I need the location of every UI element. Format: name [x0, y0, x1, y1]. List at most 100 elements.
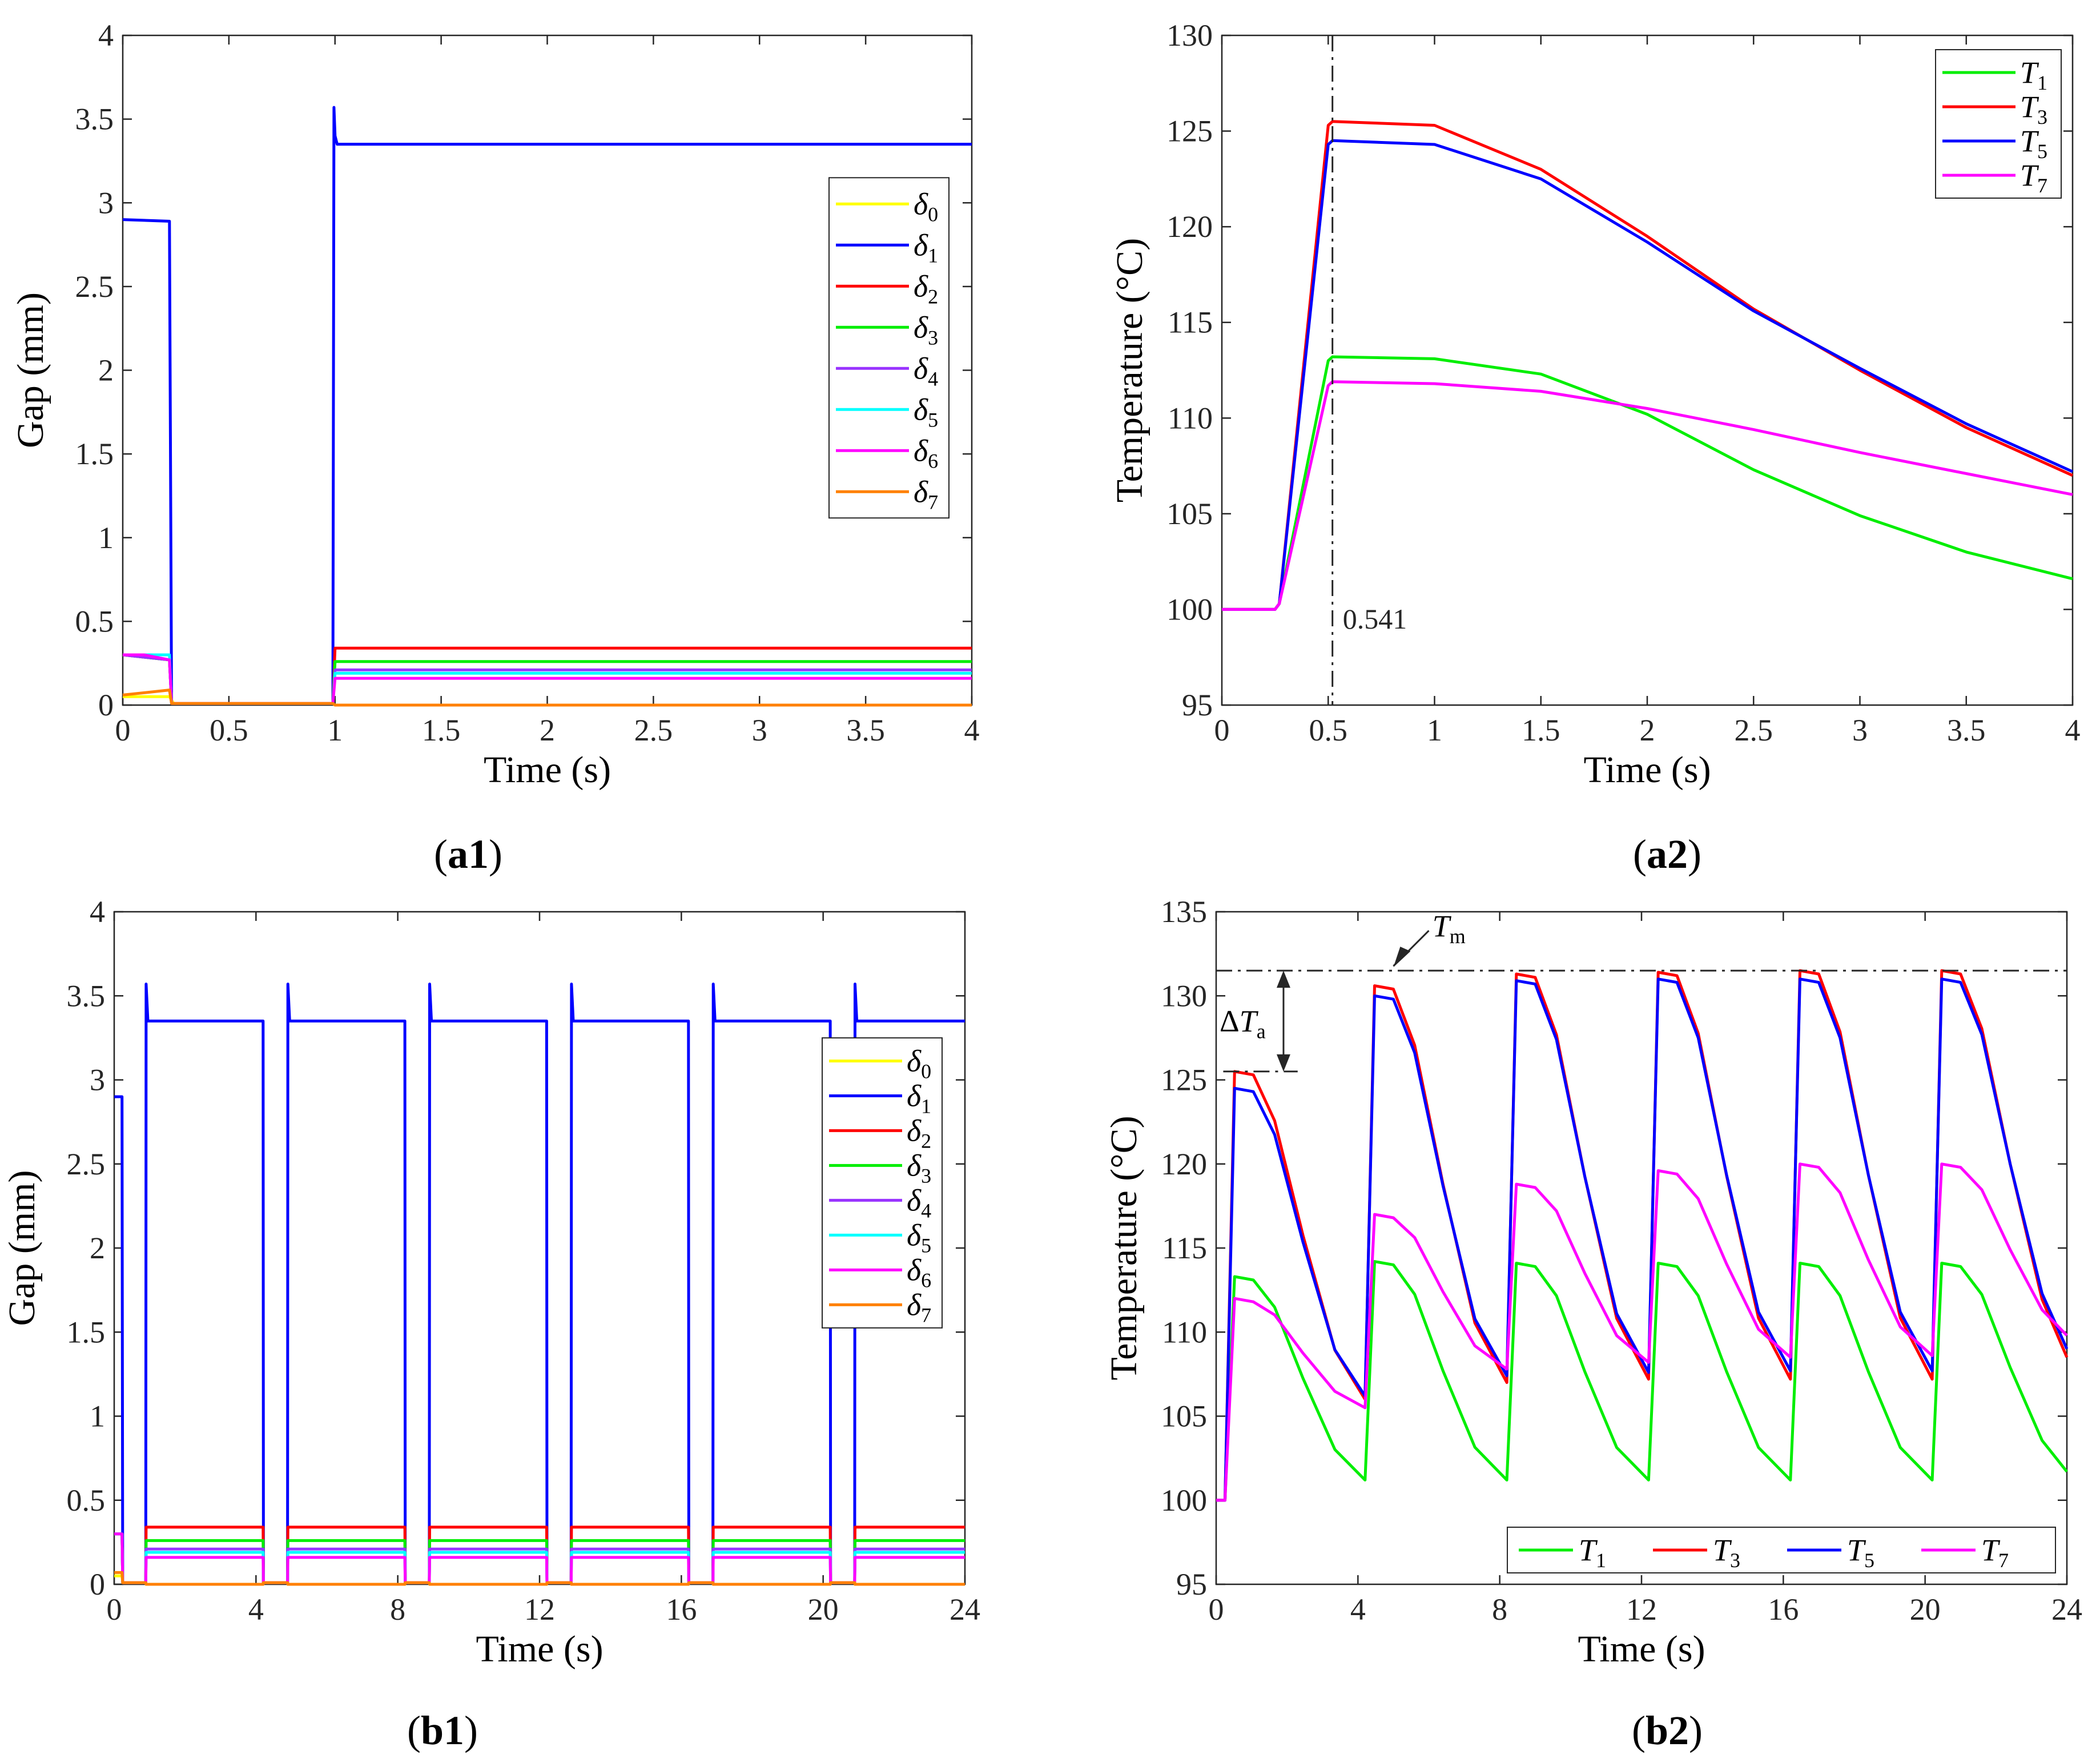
x-tick-label: 1 — [327, 713, 343, 747]
legend-label: δ6 — [914, 433, 938, 472]
x-tick-label: 20 — [1910, 1592, 1941, 1627]
y-tick-label: 110 — [1168, 401, 1213, 435]
series-T7-line — [1216, 1162, 2068, 1502]
y-tick-label: 115 — [1168, 305, 1213, 340]
legend-label: δ2 — [914, 269, 938, 308]
legend-label: T5 — [1847, 1533, 1874, 1572]
tm-label: Tm — [1433, 909, 1466, 948]
legend — [1935, 49, 2062, 199]
y-tick-label: 3 — [90, 1063, 105, 1097]
panel-label: (b1) — [407, 1708, 478, 1753]
legend-label: T3 — [2020, 90, 2047, 128]
x-tick-label: 4 — [964, 713, 980, 747]
chart-b2: 0 4 8 12 16 20 24 95 100 105 110 115 120 125 130 135 Tim… — [1103, 895, 2082, 1753]
x-tick-label: 2 — [1640, 713, 1655, 747]
series-delta1-line — [114, 983, 965, 1584]
legend-label: δ4 — [907, 1183, 931, 1222]
legend — [828, 177, 950, 519]
series-delta6-line — [114, 1532, 965, 1584]
y-tick-label: 1 — [98, 521, 114, 555]
legend-label: δ1 — [907, 1078, 931, 1117]
legend-label: T7 — [1981, 1533, 2009, 1572]
x-tick-label: 16 — [666, 1592, 697, 1627]
x-tick-label: 3 — [1852, 713, 1868, 747]
legend-label: T1 — [2020, 55, 2047, 94]
y-tick-label: 2 — [98, 353, 114, 388]
y-axis-title: Temperature (°C) — [1109, 238, 1150, 502]
y-tick-label: 95 — [1182, 688, 1213, 722]
y-tick-label: 115 — [1162, 1231, 1207, 1265]
legend-label: T3 — [1713, 1533, 1740, 1572]
y-tick-label: 95 — [1176, 1567, 1207, 1601]
y-tick-label: 1.5 — [75, 437, 114, 471]
x-tick-label: 0.5 — [210, 713, 248, 747]
legend-label: δ0 — [907, 1044, 931, 1082]
x-tick-label: 12 — [524, 1592, 555, 1627]
x-tick-label: 12 — [1626, 1592, 1657, 1627]
series-delta2-line — [114, 1525, 965, 1584]
legend-label: δ1 — [914, 228, 938, 267]
y-tick-label: 120 — [1166, 210, 1213, 244]
series-delta3-line — [114, 1532, 965, 1584]
panel-label: (a1) — [434, 831, 502, 877]
x-axis-title: Time (s) — [484, 749, 611, 791]
y-tick-label: 0.5 — [67, 1483, 106, 1518]
y-tick-label: 130 — [1166, 18, 1213, 53]
x-tick-label: 0.5 — [1309, 713, 1348, 747]
x-tick-label: 0 — [107, 1592, 122, 1627]
legend-label: δ5 — [907, 1218, 931, 1257]
dta-arrowhead-bottom — [1276, 1054, 1290, 1072]
x-tick-label: 8 — [1492, 1592, 1507, 1627]
x-tick-label: 1 — [1427, 713, 1442, 747]
y-tick-label: 2.5 — [67, 1147, 106, 1181]
y-axis-title: Temperature (°C) — [1103, 1116, 1145, 1380]
x-tick-label: 24 — [2051, 1592, 2082, 1627]
x-tick-label: 24 — [950, 1592, 980, 1627]
y-tick-label: 3.5 — [75, 102, 114, 136]
series-delta1-line — [122, 106, 972, 705]
x-tick-label: 0 — [1209, 1592, 1224, 1627]
legend-label: δ2 — [907, 1113, 931, 1152]
legend-label: δ4 — [914, 351, 938, 390]
x-tick-label: 0 — [1214, 713, 1230, 747]
x-tick-label: 1.5 — [422, 713, 461, 747]
x-tick-label: 1.5 — [1522, 713, 1560, 747]
y-tick-label: 105 — [1161, 1399, 1207, 1434]
y-tick-label: 3 — [98, 186, 114, 220]
x-tick-label: 2 — [540, 713, 555, 747]
y-tick-label: 0 — [90, 1567, 105, 1601]
y-tick-label: 1.5 — [67, 1315, 106, 1349]
y-tick-label: 4 — [98, 18, 114, 53]
x-tick-label: 2.5 — [1735, 713, 1773, 747]
tm-arrowhead — [1393, 947, 1411, 968]
legend-label: δ6 — [907, 1253, 931, 1291]
y-tick-label: 100 — [1161, 1483, 1207, 1518]
y-axis-title: Gap (mm) — [1, 1170, 43, 1326]
series-T7-line — [1222, 380, 2073, 611]
legend-label: δ3 — [907, 1148, 931, 1187]
x-tick-label: 20 — [808, 1592, 839, 1627]
series-delta5-line — [114, 1532, 965, 1584]
y-tick-label: 105 — [1166, 497, 1213, 531]
legend-label: T7 — [2020, 158, 2047, 197]
y-tick-label: 0.5 — [75, 604, 114, 638]
legend-label: T5 — [2020, 124, 2047, 163]
y-tick-label: 100 — [1166, 592, 1213, 626]
legend-label: δ3 — [914, 310, 938, 349]
x-tick-label: 4 — [2065, 713, 2081, 747]
plot-area — [1215, 911, 2068, 1585]
panel-label: (b2) — [1632, 1708, 1703, 1753]
y-tick-label: 0 — [98, 688, 114, 722]
x-tick-label: 0 — [115, 713, 131, 747]
y-tick-label: 125 — [1166, 114, 1213, 148]
y-tick-label: 130 — [1161, 979, 1207, 1013]
x-tick-label: 16 — [1768, 1592, 1799, 1627]
x-tick-label: 3.5 — [846, 713, 885, 747]
y-tick-label: 125 — [1161, 1063, 1207, 1097]
dta-arrowhead-top — [1276, 971, 1290, 988]
y-tick-label: 135 — [1161, 895, 1207, 929]
series-T5-line — [1216, 977, 2069, 1502]
x-axis-title: Time (s) — [1583, 749, 1711, 791]
marker-label: 0.541 — [1343, 603, 1407, 635]
